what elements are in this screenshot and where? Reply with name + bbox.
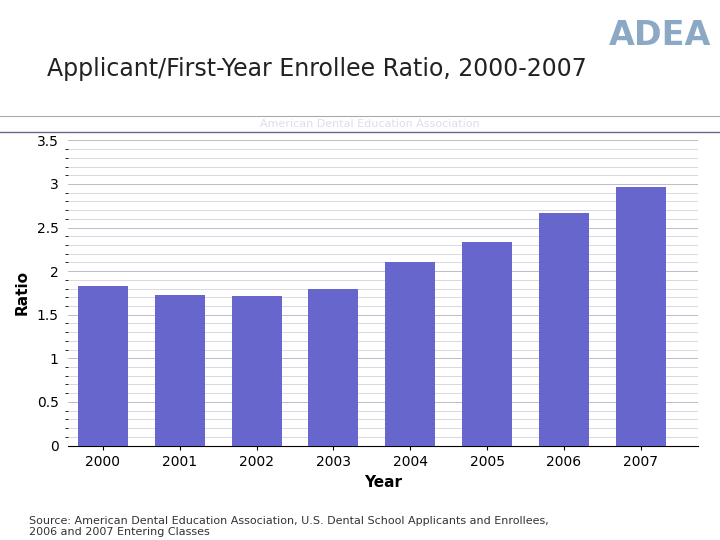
- Text: American Dental Education Association: American Dental Education Association: [260, 119, 480, 129]
- Bar: [385, 262, 436, 446]
- Bar: [539, 213, 589, 446]
- Y-axis label: Ratio: Ratio: [14, 271, 30, 315]
- Bar: [232, 295, 282, 445]
- Text: Source: American Dental Education Association, U.S. Dental School Applicants and: Source: American Dental Education Associ…: [29, 516, 549, 537]
- Bar: [155, 295, 204, 446]
- Bar: [308, 288, 359, 446]
- Bar: [462, 242, 512, 446]
- Text: Applicant/First-Year Enrollee Ratio, 2000-2007: Applicant/First-Year Enrollee Ratio, 200…: [47, 57, 587, 80]
- X-axis label: Year: Year: [364, 476, 402, 490]
- Bar: [616, 187, 666, 445]
- Bar: [78, 286, 128, 445]
- Text: ADEA: ADEA: [608, 19, 711, 52]
